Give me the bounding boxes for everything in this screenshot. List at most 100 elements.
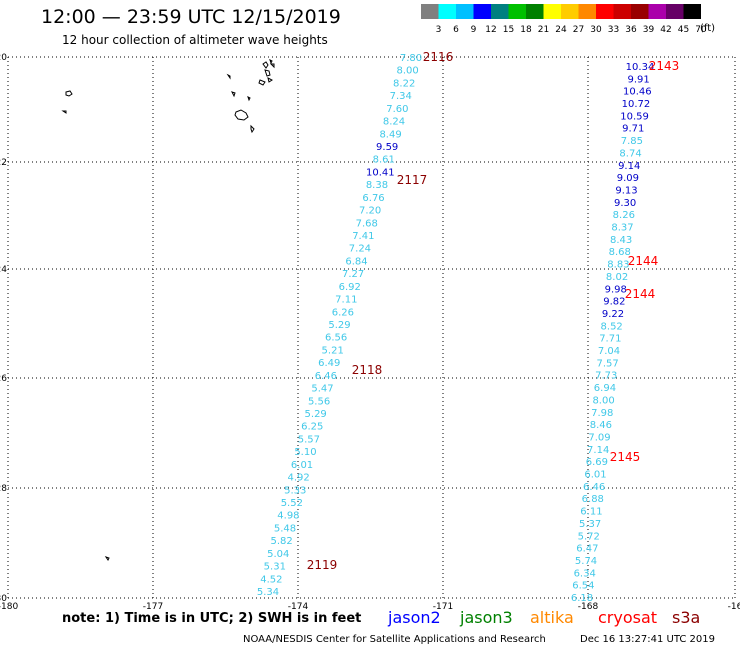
scale-label: 6: [453, 25, 459, 35]
lon-label: -174: [288, 602, 309, 610]
scale-swatch: [596, 4, 614, 19]
wave-height-value: 6.25: [301, 422, 323, 433]
wave-height-value: 7.11: [335, 295, 357, 306]
scale-label: 27: [573, 25, 584, 35]
wave-height-value: 8.61: [373, 155, 395, 166]
wave-height-value: 7.73: [595, 371, 617, 382]
wave-height-value: 6.47: [576, 544, 598, 555]
wave-height-value: 8.52: [601, 321, 623, 332]
wave-height-value: 6.56: [325, 333, 347, 344]
wave-height-value: 8.83: [607, 260, 629, 271]
scale-swatch: [491, 4, 509, 19]
wave-height-value: 6.46: [583, 482, 605, 493]
wave-height-value: 9.13: [615, 185, 637, 196]
mission-s3a: s3a: [672, 608, 701, 627]
scale-label: 3: [436, 25, 442, 35]
wave-height-value: 8.00: [396, 66, 418, 77]
scale-swatch: [438, 4, 456, 19]
scale-swatch: [666, 4, 684, 19]
wave-height-value: 7.04: [598, 346, 620, 357]
wave-height-value: 5.10: [294, 447, 316, 458]
scale-label: 39: [643, 25, 655, 35]
footer-credit: NOAA/NESDIS Center for Satellite Applica…: [243, 634, 546, 645]
color-scale-bar: 3 6 9 12 15 18 21 24 27 30 33 36 39 42 45 70: [421, 4, 707, 35]
wave-height-value: 4.92: [288, 473, 310, 484]
wave-height-value: 4.98: [277, 511, 299, 522]
lat-label: -26: [0, 374, 7, 384]
wave-height-value: 5.47: [311, 384, 333, 395]
wave-height-value: 10.46: [623, 87, 652, 98]
map-subtitle: 12 hour collection of altimeter wave hei…: [62, 33, 328, 47]
scale-label: 36: [625, 25, 637, 35]
wave-height-value: 9.09: [617, 173, 639, 184]
wave-height-value: 7.27: [342, 269, 364, 280]
scale-swatch: [648, 4, 666, 19]
wave-height-value: 8.00: [592, 395, 614, 406]
lon-label: -168: [578, 602, 599, 610]
wave-height-value: 6.46: [315, 371, 337, 382]
wave-height-value: 5.33: [284, 485, 306, 496]
scale-swatch: [683, 4, 701, 19]
mission-altika: altika: [530, 608, 574, 627]
wave-height-value: 7.24: [349, 244, 371, 255]
wave-height-value: 6.69: [586, 457, 608, 468]
pass-label: 2145: [610, 450, 641, 464]
lon-label: -177: [143, 602, 163, 610]
scale-swatch: [561, 4, 579, 19]
lat-label: -30: [0, 594, 7, 604]
footer-datestamp: Dec 16 13:27:41 UTC 2019: [580, 634, 715, 645]
lat-label: -22: [0, 158, 7, 168]
wave-height-value: 6.88: [582, 494, 604, 505]
scale-swatch: [508, 4, 526, 19]
wave-height-value: 5.34: [257, 587, 279, 598]
wave-height-value: 5.72: [578, 531, 600, 542]
wave-height-value: 7.98: [591, 408, 613, 419]
scale-label: 21: [538, 25, 549, 35]
wave-height-value: 6.94: [594, 383, 616, 394]
wave-height-value: 8.49: [379, 129, 401, 140]
wave-height-value: 6.26: [332, 307, 354, 318]
wave-height-value: 10.59: [620, 111, 649, 122]
scale-swatch: [613, 4, 631, 19]
wave-height-value: 5.21: [322, 345, 344, 356]
wave-height-value: 8.38: [366, 180, 388, 191]
wave-height-value: 10.41: [366, 167, 395, 178]
wave-height-value: 9.91: [628, 74, 650, 85]
wave-height-value: 6.54: [572, 581, 594, 592]
wave-height-value: 7.41: [352, 231, 374, 242]
wave-height-value: 10.72: [622, 99, 651, 110]
lat-label: -28: [0, 484, 7, 494]
wave-height-value: 5.29: [328, 320, 350, 331]
wave-height-value: 4.52: [260, 574, 282, 585]
wave-height-value: 6.18: [571, 593, 593, 604]
wave-height-value: 7.80: [400, 53, 422, 64]
wave-height-value: 8.24: [383, 117, 405, 128]
wave-height-value: 7.71: [599, 334, 621, 345]
wave-height-value: 7.34: [390, 91, 412, 102]
wave-height-value: 8.26: [613, 210, 635, 221]
scale-label: 9: [471, 25, 477, 35]
scale-swatch: [526, 4, 544, 19]
wave-height-value: 6.76: [362, 193, 384, 204]
wave-height-value: 9.22: [602, 309, 624, 320]
wave-height-value: 10.34: [626, 62, 655, 73]
scale-label: 30: [590, 25, 602, 35]
wave-height-value: 5.29: [305, 409, 327, 420]
scale-swatch: [578, 4, 596, 19]
scale-swatch: [421, 4, 439, 19]
wave-height-value: 8.74: [619, 148, 641, 159]
wave-height-value: 8.22: [393, 78, 415, 89]
wave-height-value: 8.68: [609, 247, 631, 258]
scale-label: 18: [520, 25, 532, 35]
scale-label: 42: [660, 25, 671, 35]
wave-height-value: 6.92: [339, 282, 361, 293]
mission-jason3: jason3: [460, 608, 513, 627]
map-title: 12:00 — 23:59 UTC 12/15/2019: [41, 6, 341, 28]
scale-swatch: [456, 4, 474, 19]
island-coastlines: [61, 59, 275, 561]
wave-height-value: 5.48: [274, 523, 296, 534]
altimeter-map: 7.808.008.227.347.608.248.499.598.6110.4…: [0, 50, 740, 610]
wave-height-value: 8.46: [590, 420, 612, 431]
wave-height-value: 5.31: [264, 562, 286, 573]
pass-label: 2117: [397, 173, 428, 187]
